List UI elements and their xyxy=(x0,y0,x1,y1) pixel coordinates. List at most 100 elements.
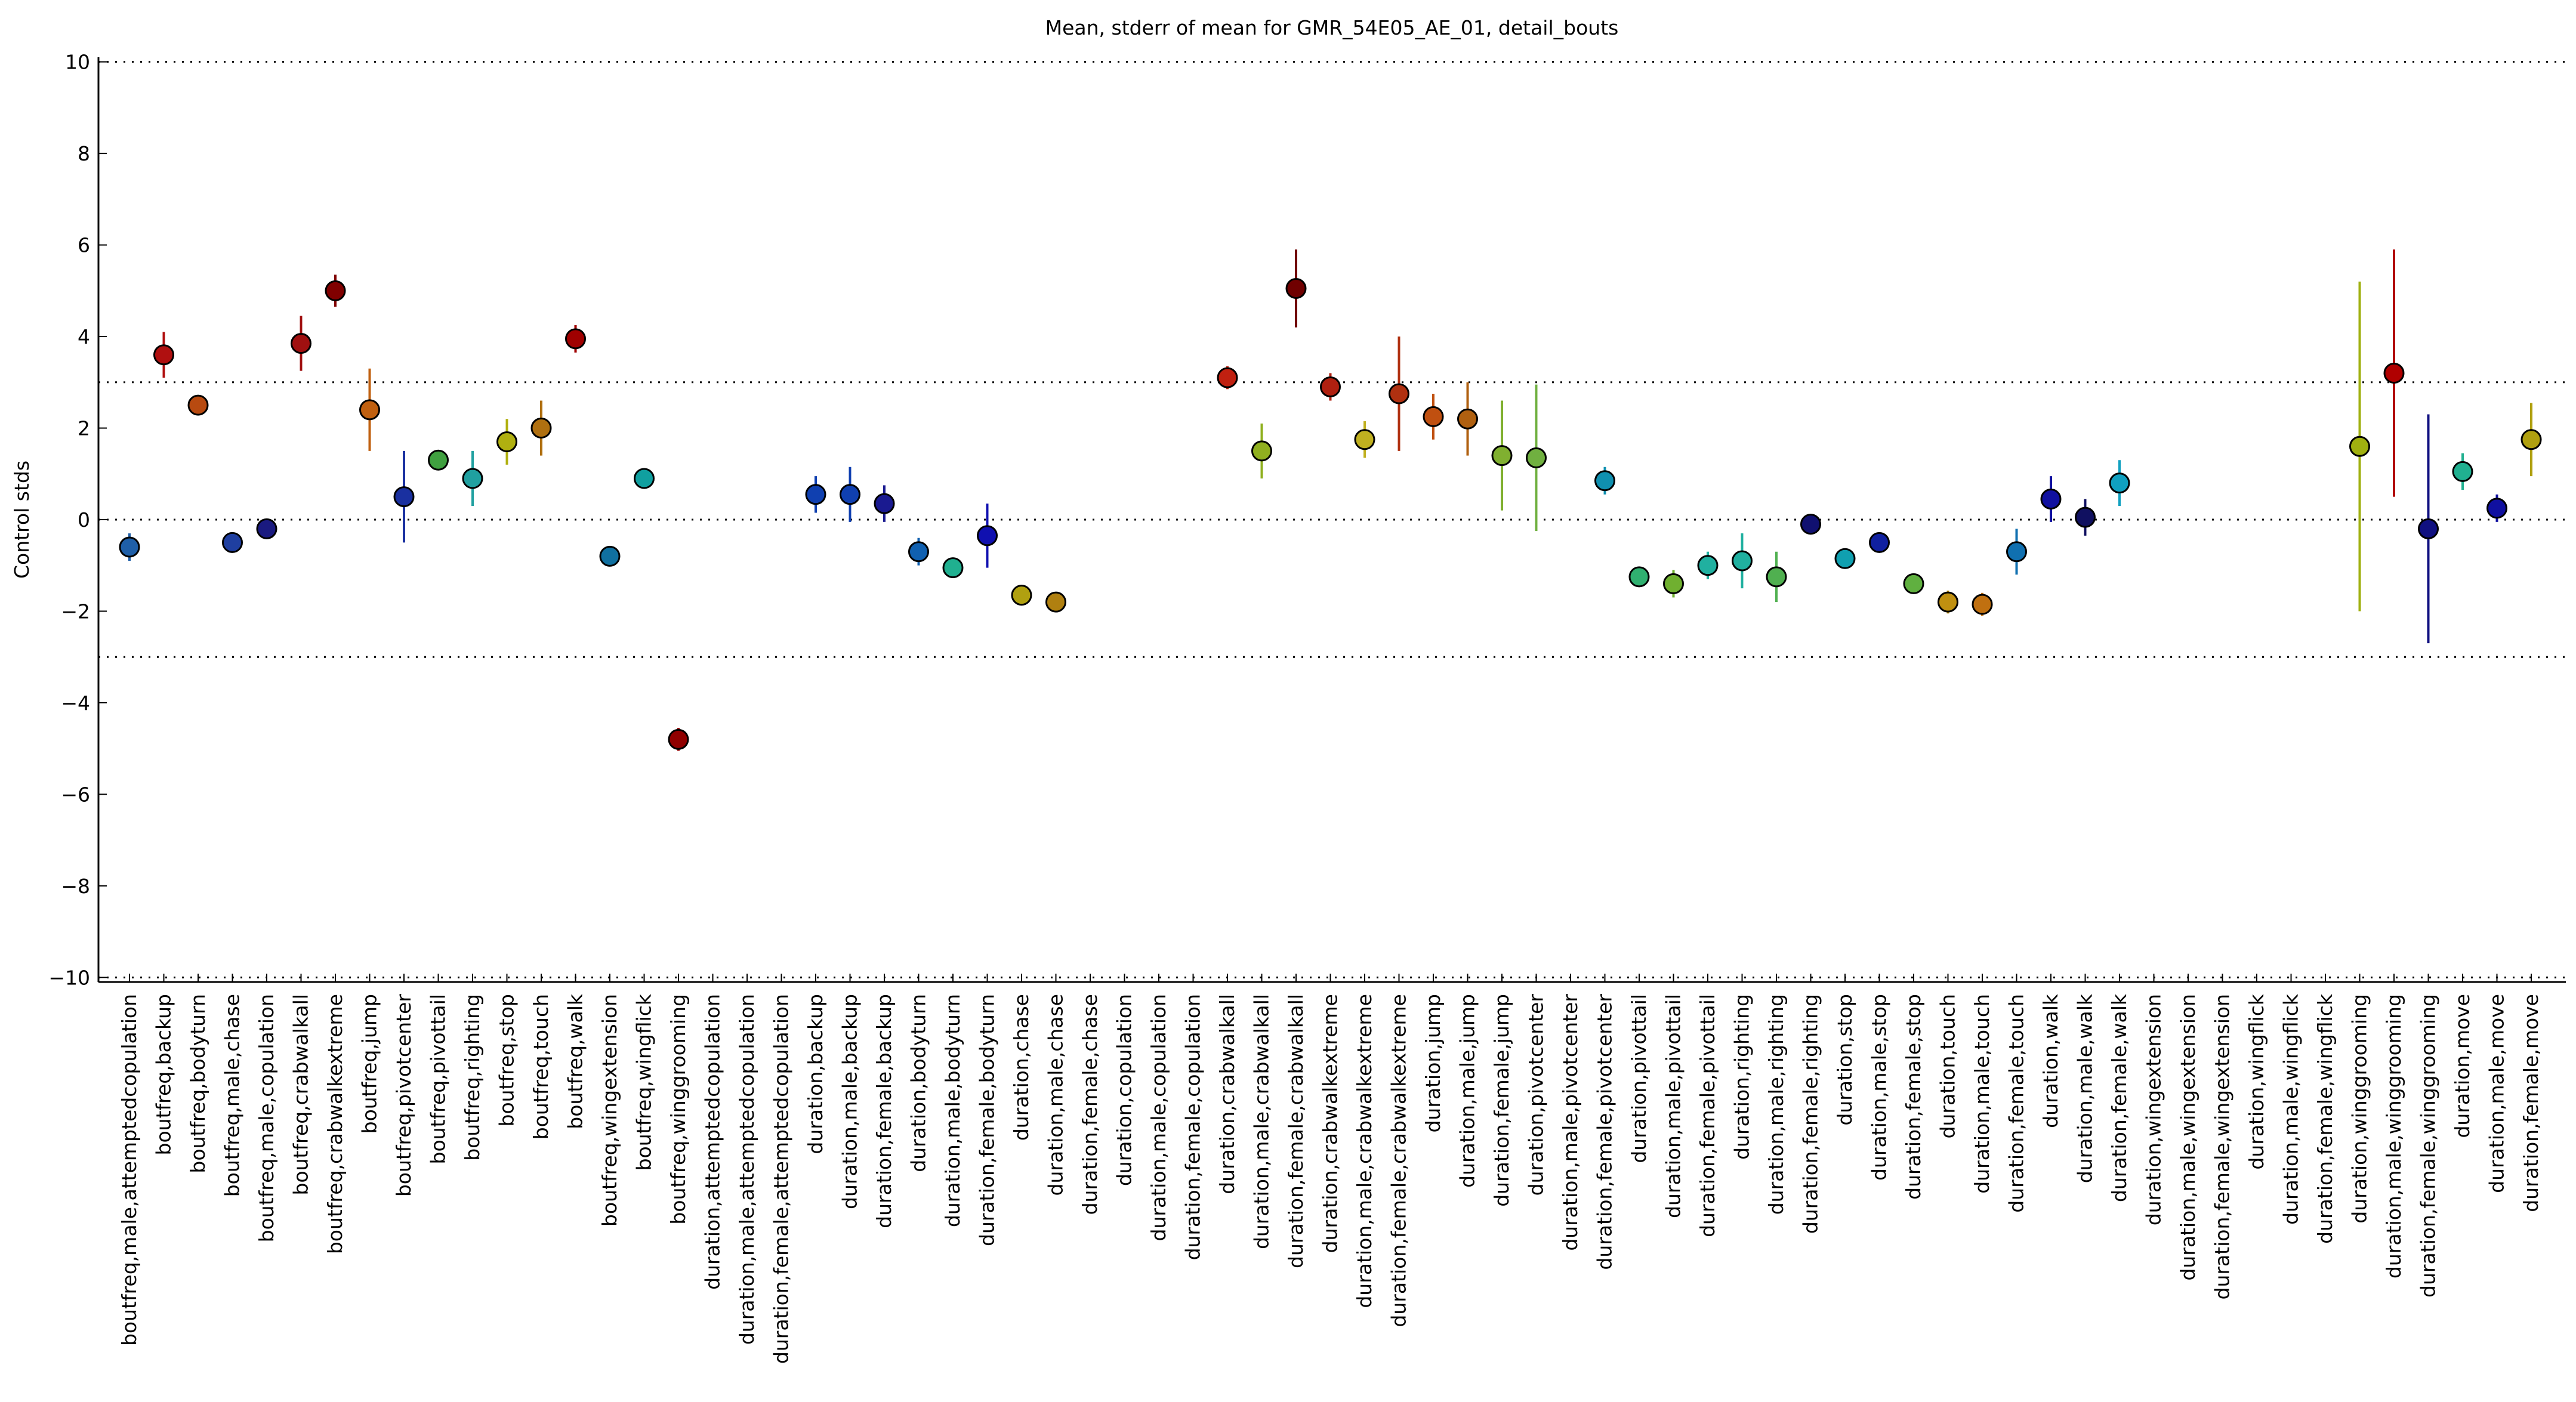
marker xyxy=(462,468,483,489)
x-tick-label: duration,crabwalkextreme xyxy=(1319,994,1342,1253)
x-tick-label: duration,wingextension xyxy=(2142,994,2165,1225)
marker xyxy=(325,280,346,301)
marker xyxy=(393,486,415,508)
x-tick-label: duration,male,jump xyxy=(1456,994,1479,1188)
x-tick-label: duration,male,crabwalkextreme xyxy=(1353,994,1376,1308)
x-tick-label: boutfreq,backup xyxy=(152,994,175,1155)
marker xyxy=(1526,447,1547,468)
marker xyxy=(1697,555,1719,576)
marker xyxy=(2452,461,2473,482)
marker xyxy=(1045,591,1066,613)
x-tick-label: duration,female,pivottail xyxy=(1696,994,1719,1237)
marker xyxy=(1663,573,1684,594)
x-tick-label: duration,male,chase xyxy=(1044,994,1068,1196)
x-tick-label: boutfreq,male,chase xyxy=(221,994,244,1197)
x-tick-label: duration,male,wingextension xyxy=(2176,994,2199,1281)
x-tick-label: boutfreq,righting xyxy=(461,994,484,1161)
marker xyxy=(565,328,586,350)
x-tick-label: duration,female,winggrooming xyxy=(2417,994,2440,1298)
x-tick-label: duration,female,crabwalkall xyxy=(1284,994,1307,1268)
x-tick-label: duration,female,pivotcenter xyxy=(1593,994,1616,1270)
marker xyxy=(599,545,621,567)
x-tick-label: duration,male,backup xyxy=(838,994,862,1209)
x-tick-label: duration,male,touch xyxy=(1970,994,1994,1194)
x-tick-label: duration,bodyturn xyxy=(907,994,930,1172)
marker xyxy=(668,728,689,750)
x-tick-label: boutfreq,winggrooming xyxy=(667,994,690,1225)
marker xyxy=(2006,541,2027,563)
x-tick-label: duration,winggrooming xyxy=(2348,994,2371,1224)
marker xyxy=(291,333,311,354)
x-tick-label: duration,copulation xyxy=(1113,994,1136,1186)
marker xyxy=(2486,498,2507,519)
x-tick-label: boutfreq,jump xyxy=(358,994,381,1134)
marker xyxy=(2349,436,2370,457)
x-tick-label: boutfreq,bodyturn xyxy=(186,994,209,1174)
x-tick-label: boutfreq,walk xyxy=(564,993,587,1129)
marker xyxy=(153,344,174,366)
x-tick-label: duration,crabwalkall xyxy=(1215,994,1239,1194)
marker xyxy=(874,493,895,514)
x-tick-label: duration,male,crabwalkall xyxy=(1250,994,1273,1249)
x-tick-label: duration,female,backup xyxy=(872,994,896,1228)
x-tick-label: duration,female,stop xyxy=(1902,994,1925,1200)
x-tick-label: duration,female,touch xyxy=(2005,994,2028,1213)
x-tick-label: duration,female,bodyturn xyxy=(976,994,999,1246)
x-tick-label: duration,female,attemptedcopulation xyxy=(770,994,793,1364)
x-tick-label: boutfreq,pivotcenter xyxy=(392,994,415,1197)
marker xyxy=(1354,429,1375,450)
marker xyxy=(2040,488,2062,509)
marker xyxy=(496,431,517,453)
x-tick-label: duration,backup xyxy=(804,994,827,1154)
y-axis-label: Control stds xyxy=(10,461,33,579)
marker xyxy=(1938,591,1958,613)
x-tick-label: duration,chase xyxy=(1010,994,1033,1141)
marker xyxy=(977,525,998,546)
x-tick-label: duration,male,righting xyxy=(1764,994,1788,1215)
marker xyxy=(1800,514,1821,535)
marker xyxy=(359,399,380,421)
x-tick-label: boutfreq,male,attemptedcopulation xyxy=(118,994,141,1346)
x-tick-label: boutfreq,wingflick xyxy=(633,993,656,1171)
marker xyxy=(428,449,449,471)
y-tick-label: −4 xyxy=(61,691,90,715)
marker xyxy=(1491,445,1513,467)
x-tick-label: duration,female,wingflick xyxy=(2313,993,2337,1244)
marker xyxy=(1834,548,1856,569)
x-tick-label: duration,wingflick xyxy=(2245,993,2268,1169)
x-tick-label: duration,male,pivotcenter xyxy=(1559,994,1582,1251)
y-tick-label: 10 xyxy=(65,51,90,74)
x-tick-label: boutfreq,pivottail xyxy=(427,994,450,1164)
x-tick-label: boutfreq,male,copulation xyxy=(255,994,278,1242)
x-tick-label: duration,pivottail xyxy=(1627,994,1651,1163)
marker xyxy=(119,536,140,558)
x-tick-label: boutfreq,touch xyxy=(529,994,553,1139)
x-tick-label: duration,male,bodyturn xyxy=(941,994,964,1227)
marker xyxy=(2521,429,2542,450)
x-tick-label: duration,male,attemptedcopulation xyxy=(735,994,758,1345)
marker xyxy=(2418,518,2439,539)
marker xyxy=(1628,566,1650,588)
marker xyxy=(2109,473,2130,494)
marker xyxy=(1251,440,1272,462)
y-tick-label: −6 xyxy=(61,783,90,806)
marker xyxy=(2075,507,2096,528)
x-tick-label: duration,male,wingflick xyxy=(2279,993,2303,1225)
x-tick-label: duration,female,jump xyxy=(1490,994,1513,1207)
x-tick-label: boutfreq,stop xyxy=(495,994,519,1126)
marker xyxy=(256,518,277,539)
x-tick-label: duration,male,winggrooming xyxy=(2382,994,2405,1279)
y-tick-label: −8 xyxy=(61,875,90,898)
x-tick-label: duration,male,copulation xyxy=(1147,994,1170,1241)
x-tick-label: boutfreq,crabwalkall xyxy=(289,994,313,1196)
marker xyxy=(805,484,826,505)
marker xyxy=(187,394,209,416)
marker xyxy=(634,468,655,489)
marker xyxy=(1869,532,1890,553)
marker xyxy=(222,532,243,553)
marker xyxy=(1389,383,1409,404)
x-tick-label: duration,male,pivottail xyxy=(1662,994,1685,1218)
marker xyxy=(2383,362,2405,384)
x-tick-label: duration,move xyxy=(2451,994,2474,1138)
